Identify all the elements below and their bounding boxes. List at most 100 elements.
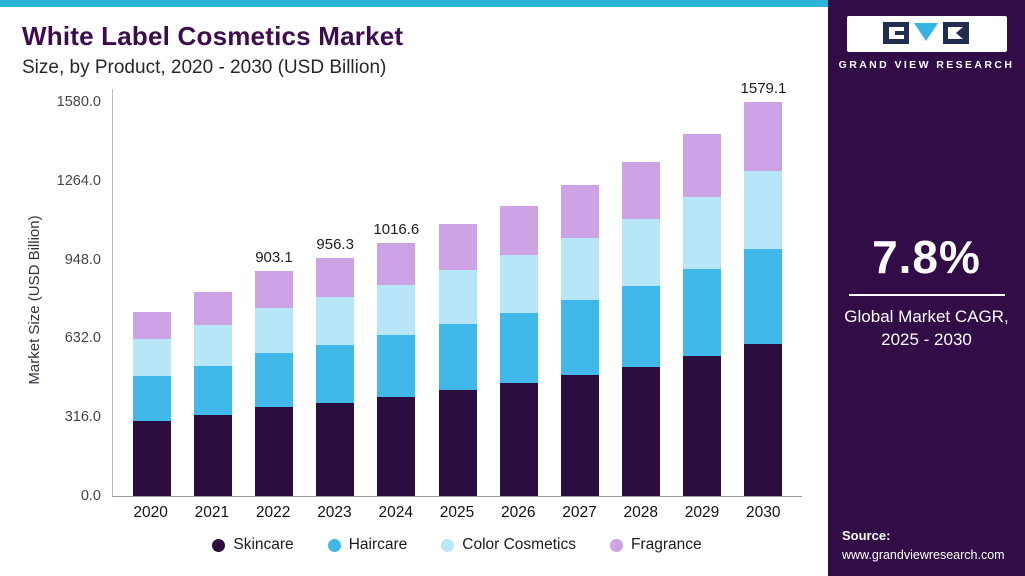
stat-divider: [848, 294, 1005, 296]
bar-segment-fragrance: [560, 184, 599, 238]
bar-segment-skincare: [683, 356, 722, 496]
bars-row: 903.1 956.3 1016.6 1579.1: [113, 80, 802, 496]
brand-block: GRAND VIEW RESEARCH: [828, 0, 1025, 71]
bar-segment-fragrance: [377, 242, 416, 285]
bar-segment-color-cosmetics: [254, 308, 293, 354]
x-axis-label: 2026: [500, 504, 536, 521]
legend-item-haircare: Haircare: [327, 536, 408, 554]
bar-total-label: 1016.6: [373, 220, 420, 238]
bar-segment-haircare: [438, 324, 477, 391]
cagr-label-line1: Global Market CAGR,: [844, 307, 1009, 326]
bar-stack-2022: 903.1: [254, 249, 293, 496]
source-label: Source:: [842, 528, 891, 544]
bar-segment-fragrance: [744, 102, 783, 171]
legend: Skincare Haircare Color Cosmetics Fragrance: [112, 536, 802, 554]
cagr-label: Global Market CAGR, 2025 - 2030: [828, 306, 1025, 352]
bar-segment-haircare: [377, 335, 416, 397]
x-axis-label: 2030: [746, 504, 781, 521]
bar-segment-fragrance: [193, 292, 232, 326]
bar-stack-2021: [193, 292, 232, 496]
bar-segment-fragrance: [254, 270, 293, 309]
y-axis-tick: 1264.0: [56, 172, 101, 189]
bar-total-label: 956.3: [316, 235, 354, 253]
source-block: Source: www.grandviewresearch.com: [842, 527, 1005, 564]
bar-segment-fragrance: [438, 224, 477, 270]
bar-segment-skincare: [132, 421, 171, 496]
brand-name: GRAND VIEW RESEARCH: [838, 59, 1015, 71]
bar-segment-haircare: [744, 249, 783, 345]
bar-segment-color-cosmetics: [132, 338, 171, 377]
bar-column: [488, 89, 549, 496]
bar-segment-color-cosmetics: [744, 170, 783, 250]
bar-segment-haircare: [683, 269, 722, 357]
bar-segment-skincare: [193, 414, 232, 496]
page-subtitle: Size, by Product, 2020 - 2030 (USD Billi…: [22, 57, 387, 78]
bar-segment-fragrance: [622, 161, 661, 220]
bar-stack-2029: [683, 134, 722, 496]
legend-label: Skincare: [233, 536, 294, 553]
bar-total-label: 1579.1: [740, 80, 787, 98]
y-axis-title: Market Size (USD Billion): [26, 215, 43, 385]
gvr-logo: [846, 16, 1007, 52]
legend-label: Fragrance: [630, 536, 702, 553]
bar-column: 903.1: [243, 89, 304, 496]
x-axis-label: 2028: [623, 504, 658, 521]
bar-column: 1579.1: [733, 80, 794, 496]
bar-segment-fragrance: [683, 134, 722, 197]
gvr-logo-icon: [882, 22, 969, 44]
bar-total-label: 903.1: [255, 248, 293, 266]
bar-segment-haircare: [132, 376, 171, 422]
x-axis-label: 2025: [439, 504, 475, 521]
legend-dot-icon: [441, 538, 455, 552]
bar-column: 1016.6: [366, 89, 427, 496]
x-axis-label: 2029: [684, 504, 720, 521]
bar-segment-color-cosmetics: [193, 325, 232, 367]
legend-label: Haircare: [348, 536, 408, 553]
bar-stack-2020: [132, 311, 171, 496]
legend-dot-icon: [327, 538, 341, 552]
bar-segment-haircare: [560, 300, 599, 376]
x-axis-label: 2021: [194, 504, 230, 521]
legend-dot-icon: [212, 538, 226, 552]
bar-segment-skincare: [254, 407, 293, 496]
y-axis-tick: 632.0: [64, 330, 101, 347]
bar-segment-color-cosmetics: [499, 254, 538, 313]
top-accent-strip: [0, 0, 828, 7]
y-axis-tick: 0.0: [80, 488, 101, 504]
y-axis-tick: 316.0: [64, 409, 101, 426]
x-axis-label: 2020: [133, 504, 168, 521]
legend-item-color-cosmetics: Color Cosmetics: [441, 536, 576, 554]
bar-segment-haircare: [499, 312, 538, 384]
bar-segment-color-cosmetics: [622, 219, 661, 287]
bar-segment-color-cosmetics: [683, 196, 722, 270]
legend-label: Color Cosmetics: [462, 536, 576, 553]
bar-segment-skincare: [499, 383, 538, 496]
bar-segment-fragrance: [132, 311, 171, 339]
bar-segment-fragrance: [316, 257, 355, 298]
chart-header: White Label Cosmetics Market Size, by Pr…: [0, 7, 828, 79]
x-axis-label: 2024: [378, 504, 413, 521]
x-axis-label: 2022: [255, 504, 291, 521]
bar-stack-2027: [560, 184, 599, 496]
bar-column: [611, 89, 672, 496]
x-axis-labels: 2020 2021 2022 2023 2024 2025 2026 2027 2028 2029…: [112, 504, 802, 522]
plot-area: 903.1 956.3 1016.6 1579.1 0.0 316.0 632.0 948.…: [57, 80, 802, 504]
bar-stack-2026: [499, 205, 538, 496]
bar-stack-2025: [438, 224, 477, 496]
bar-segment-fragrance: [499, 205, 538, 255]
bar-segment-skincare: [316, 402, 355, 496]
bar-segment-skincare: [560, 375, 599, 496]
bar-segment-color-cosmetics: [560, 237, 599, 301]
bar-stack-2024: 1016.6: [373, 221, 419, 496]
source-url: www.grandviewresearch.com: [842, 547, 1005, 562]
bar-segment-skincare: [622, 366, 661, 496]
legend-item-fragrance: Fragrance: [609, 536, 702, 554]
bar-segment-color-cosmetics: [316, 297, 355, 345]
page-title: White Label Cosmetics Market: [22, 21, 404, 51]
bar-segment-color-cosmetics: [438, 269, 477, 325]
bar-segment-skincare: [438, 390, 477, 496]
bar-segment-skincare: [744, 344, 783, 496]
bar-column: [672, 89, 733, 496]
bar-segment-haircare: [622, 286, 661, 367]
y-axis-tick: 1580.0: [56, 94, 101, 110]
